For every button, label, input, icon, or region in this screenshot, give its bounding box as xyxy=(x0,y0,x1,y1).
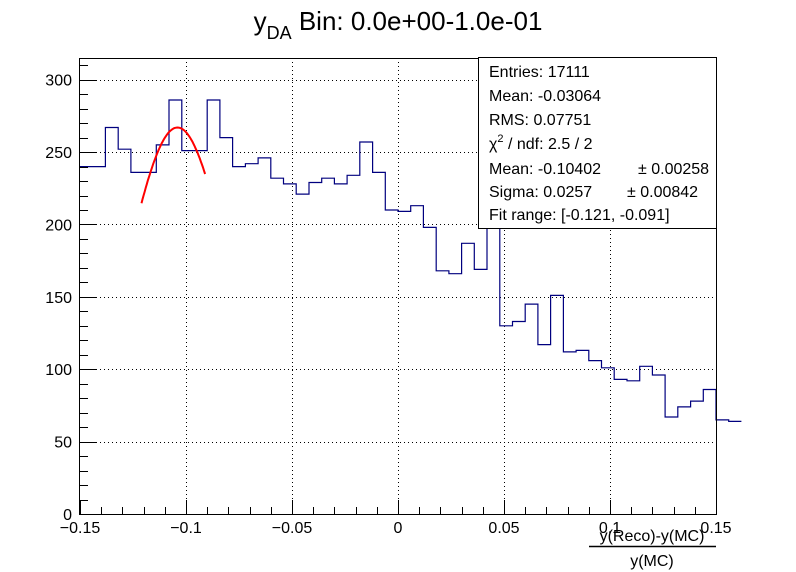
y-tick-label: 250 xyxy=(45,145,72,162)
title-rest: Bin: 0.0e+00-1.0e-01 xyxy=(292,6,543,36)
x-tick-label: −0.15 xyxy=(60,520,101,537)
histogram-steps xyxy=(80,99,742,422)
plot-frame xyxy=(79,58,717,515)
x-tick-label: −0.05 xyxy=(272,520,313,537)
stats-fit-sigma-error: ± 0.00842 xyxy=(627,184,698,201)
stats-chi2-symbol: χ xyxy=(489,136,498,153)
axis-ticks xyxy=(80,65,717,515)
stats-box-frame xyxy=(478,57,717,229)
stats-chi2-superscript: 2 xyxy=(497,133,503,145)
x-tick-label: 0.15 xyxy=(700,520,731,537)
y-tick-label: 150 xyxy=(45,290,72,307)
x-tick-labels: −0.15 −0.1 −0.05 0 0.05 0.1 0.15 xyxy=(60,520,732,537)
y-tick-label: 0 xyxy=(63,507,72,524)
y-tick-label: 300 xyxy=(45,73,72,90)
y-tick-label: 100 xyxy=(45,362,72,379)
stats-mean: Mean: -0.03064 xyxy=(489,88,601,105)
stats-chi2-rest: / ndf: 2.5 / 2 xyxy=(504,136,593,153)
y-tick-label: 50 xyxy=(54,435,72,452)
x-axis-title-numerator: y(Reco)-y(MC) xyxy=(600,528,705,545)
stats-box: Entries: 17111 Mean: -0.03064 RMS: 0.077… xyxy=(478,57,717,229)
title-subscript: DA xyxy=(267,23,292,43)
stats-fit-range: Fit range: [-0.121, -0.091] xyxy=(489,207,670,224)
title-main: y xyxy=(254,6,267,36)
x-tick-label: −0.1 xyxy=(170,520,202,537)
stats-entries: Entries: 17111 xyxy=(489,64,590,81)
x-axis-title: y(Reco)-y(MC) y(MC) xyxy=(589,528,716,570)
stats-fit-mean: Mean: -0.10402 xyxy=(489,161,601,178)
stats-rms: RMS: 0.07751 xyxy=(489,112,591,129)
x-axis-title-denominator: y(MC) xyxy=(630,553,674,570)
y-tick-labels: 0 50 100 150 200 250 300 xyxy=(45,73,72,524)
x-tick-label: 0.1 xyxy=(599,520,621,537)
stats-fit-sigma: Sigma: 0.0257 xyxy=(489,184,592,201)
chart-title: yDA Bin: 0.0e+00-1.0e-01 xyxy=(254,6,543,43)
gaussian-fit-curve xyxy=(140,126,207,204)
y-tick-label: 200 xyxy=(45,217,72,234)
x-tick-label: 0.05 xyxy=(488,520,519,537)
x-tick-label: 0 xyxy=(394,520,403,537)
stats-fit-mean-error: ± 0.00258 xyxy=(638,161,709,178)
stats-chi2-ndf: χ2 / ndf: 2.5 / 2 xyxy=(489,133,593,153)
